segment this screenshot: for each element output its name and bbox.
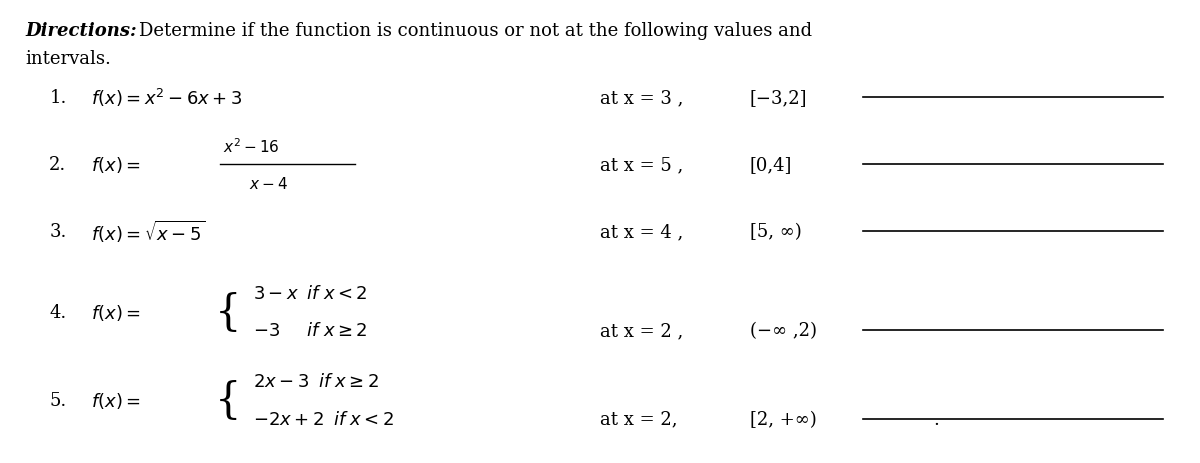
Text: Determine if the function is continuous or not at the following values and: Determine if the function is continuous … — [139, 22, 812, 40]
Text: {: { — [215, 379, 241, 421]
Text: Directions:: Directions: — [25, 22, 137, 40]
Text: at x = 2,: at x = 2, — [600, 410, 678, 428]
Text: $f(x) =$: $f(x) =$ — [91, 155, 140, 175]
Text: 4.: 4. — [49, 303, 66, 321]
Text: $-3 \quad\;\; \mathit{if}\; x \geq 2$: $-3 \quad\;\; \mathit{if}\; x \geq 2$ — [253, 321, 367, 339]
Text: .: . — [932, 410, 938, 428]
Text: [2, +∞): [2, +∞) — [750, 410, 816, 428]
Text: at x = 2 ,: at x = 2 , — [600, 321, 683, 339]
Text: $f(x) = x^2 - 6x + 3$: $f(x) = x^2 - 6x + 3$ — [91, 87, 242, 109]
Text: $2x - 3 \;\; \mathit{if}\; x \geq 2$: $2x - 3 \;\; \mathit{if}\; x \geq 2$ — [253, 372, 379, 390]
Text: $f(x) =$: $f(x) =$ — [91, 390, 140, 410]
Text: $-2x + 2 \;\; \mathit{if}\; x < 2$: $-2x + 2 \;\; \mathit{if}\; x < 2$ — [253, 410, 394, 428]
Text: 5.: 5. — [49, 391, 66, 409]
Text: 1.: 1. — [49, 89, 67, 107]
Text: $x^2-16$: $x^2-16$ — [223, 137, 280, 156]
Text: 2.: 2. — [49, 156, 66, 174]
Text: {: { — [215, 291, 241, 333]
Text: at x = 5 ,: at x = 5 , — [600, 156, 683, 174]
Text: [5, ∞): [5, ∞) — [750, 223, 802, 240]
Text: 3.: 3. — [49, 223, 67, 240]
Text: $f(x) =$: $f(x) =$ — [91, 302, 140, 322]
Text: intervals.: intervals. — [25, 50, 112, 68]
Text: at x = 4 ,: at x = 4 , — [600, 223, 683, 240]
Text: $x-4$: $x-4$ — [250, 175, 288, 191]
Text: $3 - x \;\; \mathit{if}\; x < 2$: $3 - x \;\; \mathit{if}\; x < 2$ — [253, 285, 367, 303]
Text: [−3,2]: [−3,2] — [750, 89, 808, 107]
Text: $f(x) = \sqrt{x - 5}$: $f(x) = \sqrt{x - 5}$ — [91, 219, 205, 244]
Text: (−∞ ,2): (−∞ ,2) — [750, 321, 817, 339]
Text: [0,4]: [0,4] — [750, 156, 792, 174]
Text: at x = 3 ,: at x = 3 , — [600, 89, 683, 107]
